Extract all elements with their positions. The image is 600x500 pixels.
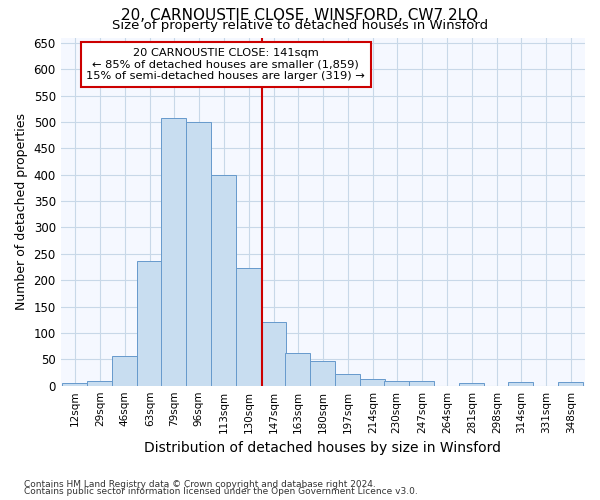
Bar [112, 356, 137, 386]
Bar [409, 382, 434, 386]
Bar [262, 322, 286, 386]
Text: 20 CARNOUSTIE CLOSE: 141sqm
← 85% of detached houses are smaller (1,859)
15% of : 20 CARNOUSTIE CLOSE: 141sqm ← 85% of det… [86, 48, 365, 81]
Text: Contains HM Land Registry data © Crown copyright and database right 2024.: Contains HM Land Registry data © Crown c… [24, 480, 376, 489]
Text: 20, CARNOUSTIE CLOSE, WINSFORD, CW7 2LQ: 20, CARNOUSTIE CLOSE, WINSFORD, CW7 2LQ [121, 8, 479, 22]
Bar [460, 383, 484, 386]
Bar [384, 382, 409, 386]
Bar [559, 382, 583, 386]
Bar [62, 383, 87, 386]
Y-axis label: Number of detached properties: Number of detached properties [15, 113, 28, 310]
Text: Size of property relative to detached houses in Winsford: Size of property relative to detached ho… [112, 19, 488, 32]
Text: Contains public sector information licensed under the Open Government Licence v3: Contains public sector information licen… [24, 488, 418, 496]
Bar [285, 353, 310, 386]
Bar [236, 268, 261, 386]
Bar [87, 382, 112, 386]
X-axis label: Distribution of detached houses by size in Winsford: Distribution of detached houses by size … [145, 441, 502, 455]
Bar [211, 174, 236, 386]
Bar [137, 261, 163, 386]
Bar [335, 374, 360, 386]
Bar [161, 118, 186, 386]
Bar [310, 362, 335, 386]
Bar [508, 382, 533, 386]
Bar [186, 122, 211, 386]
Bar [361, 379, 385, 386]
